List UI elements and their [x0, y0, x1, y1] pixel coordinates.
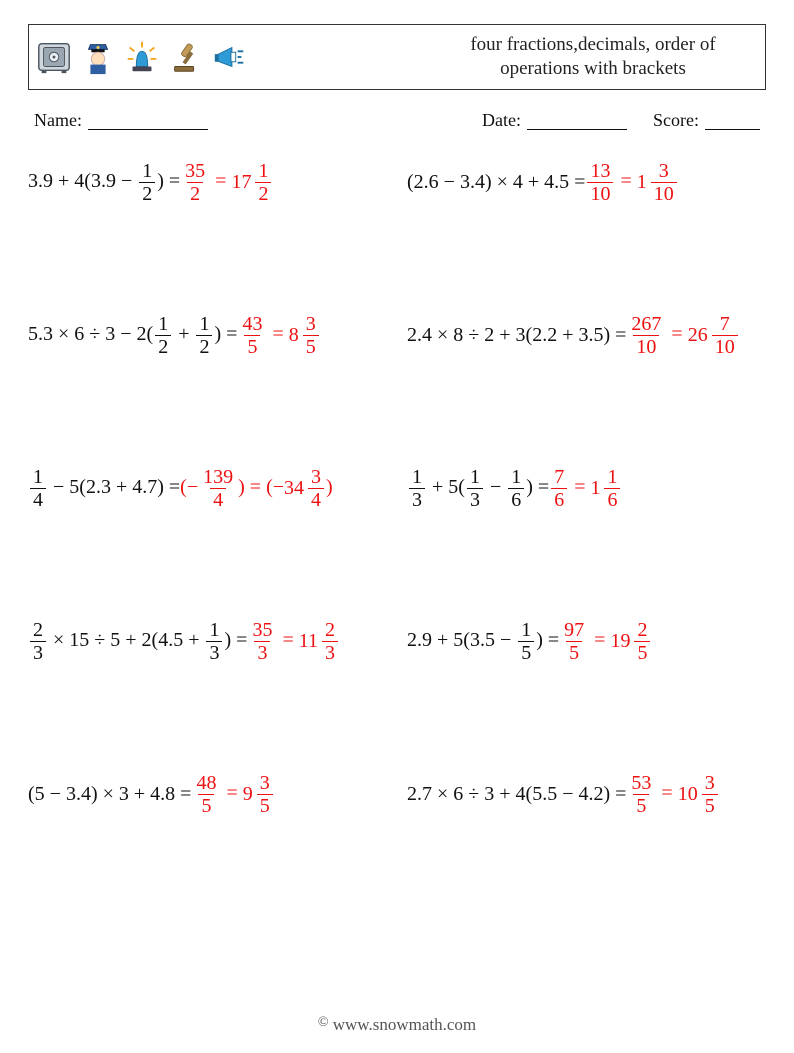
score-label: Score: — [653, 110, 699, 131]
answer: 352 = 1712 — [180, 161, 273, 204]
problems-grid: 3.9 + 4(3.9 − 12) = 352 = 1712 (2.6 − 3.4… — [28, 161, 766, 816]
problem-cell: 2.9 + 5(3.5 − 15) = 975 = 1925 — [407, 620, 766, 663]
problem-cell: 23 × 15 ÷ 5 + 2(4.5 + 13) = 353 = 1123 — [28, 620, 387, 663]
answer: 1310 = 1310 — [585, 161, 678, 204]
problem-cell: 5.3 × 6 ÷ 3 − 2(12 + 12) = 435 = 835 — [28, 314, 387, 357]
problem-row: 3.9 + 4(3.9 − 12) = 352 = 1712 (2.6 − 3.4… — [28, 161, 766, 204]
answer: (−1394) = (−3434) — [180, 467, 333, 510]
footer: © www.snowmath.com — [0, 1015, 794, 1035]
police-icon — [79, 38, 117, 76]
problem-cell: 14 − 5(2.3 + 4.7) = (−1394) = (−3434) — [28, 467, 387, 510]
answer: 975 = 1925 — [559, 620, 652, 663]
problem-row: 5.3 × 6 ÷ 3 − 2(12 + 12) = 435 = 835 2.4 … — [28, 314, 766, 357]
gavel-icon — [167, 38, 205, 76]
worksheet-page: four fractions,decimals, order of operat… — [0, 0, 794, 1053]
name-blank[interactable] — [88, 110, 208, 130]
worksheet-title: four fractions,decimals, order of operat… — [433, 33, 753, 81]
copyright-symbol: © — [318, 1015, 329, 1030]
megaphone-icon — [211, 38, 249, 76]
problem-cell: (5 − 3.4) × 3 + 4.8 = 485 = 935 — [28, 773, 387, 816]
score-blank[interactable] — [705, 110, 760, 130]
problem-row: (5 − 3.4) × 3 + 4.8 = 485 = 935 2.7 × 6 ÷… — [28, 773, 766, 816]
problem-cell: 2.7 × 6 ÷ 3 + 4(5.5 − 4.2) = 535 = 1035 — [407, 773, 766, 816]
answer: 26710 = 26710 — [626, 314, 739, 357]
answer: 435 = 835 — [237, 314, 320, 357]
answer: 535 = 1035 — [626, 773, 719, 816]
date-label: Date: — [482, 110, 521, 131]
problem-row: 23 × 15 ÷ 5 + 2(4.5 + 13) = 353 = 1123 2.… — [28, 620, 766, 663]
problem-cell: 13 + 5(13 − 16) = 76 = 116 — [407, 467, 766, 510]
answer: 353 = 1123 — [247, 620, 340, 663]
problem-cell: (2.6 − 3.4) × 4 + 4.5 = 1310 = 1310 — [407, 161, 766, 204]
meta-row: Name: Date: Score: — [28, 110, 766, 131]
problem-cell: 3.9 + 4(3.9 − 12) = 352 = 1712 — [28, 161, 387, 204]
safe-icon — [35, 38, 73, 76]
problem-cell: 2.4 × 8 ÷ 2 + 3(2.2 + 3.5) = 26710 = 267… — [407, 314, 766, 357]
date-blank[interactable] — [527, 110, 627, 130]
answer: 485 = 935 — [191, 773, 274, 816]
header-icons — [35, 38, 249, 76]
header-bar: four fractions,decimals, order of operat… — [28, 24, 766, 90]
footer-text: www.snowmath.com — [333, 1015, 476, 1034]
problem-row: 14 − 5(2.3 + 4.7) = (−1394) = (−3434) 13 … — [28, 467, 766, 510]
siren-icon — [123, 38, 161, 76]
name-label: Name: — [34, 110, 82, 131]
answer: 76 = 116 — [549, 467, 622, 510]
